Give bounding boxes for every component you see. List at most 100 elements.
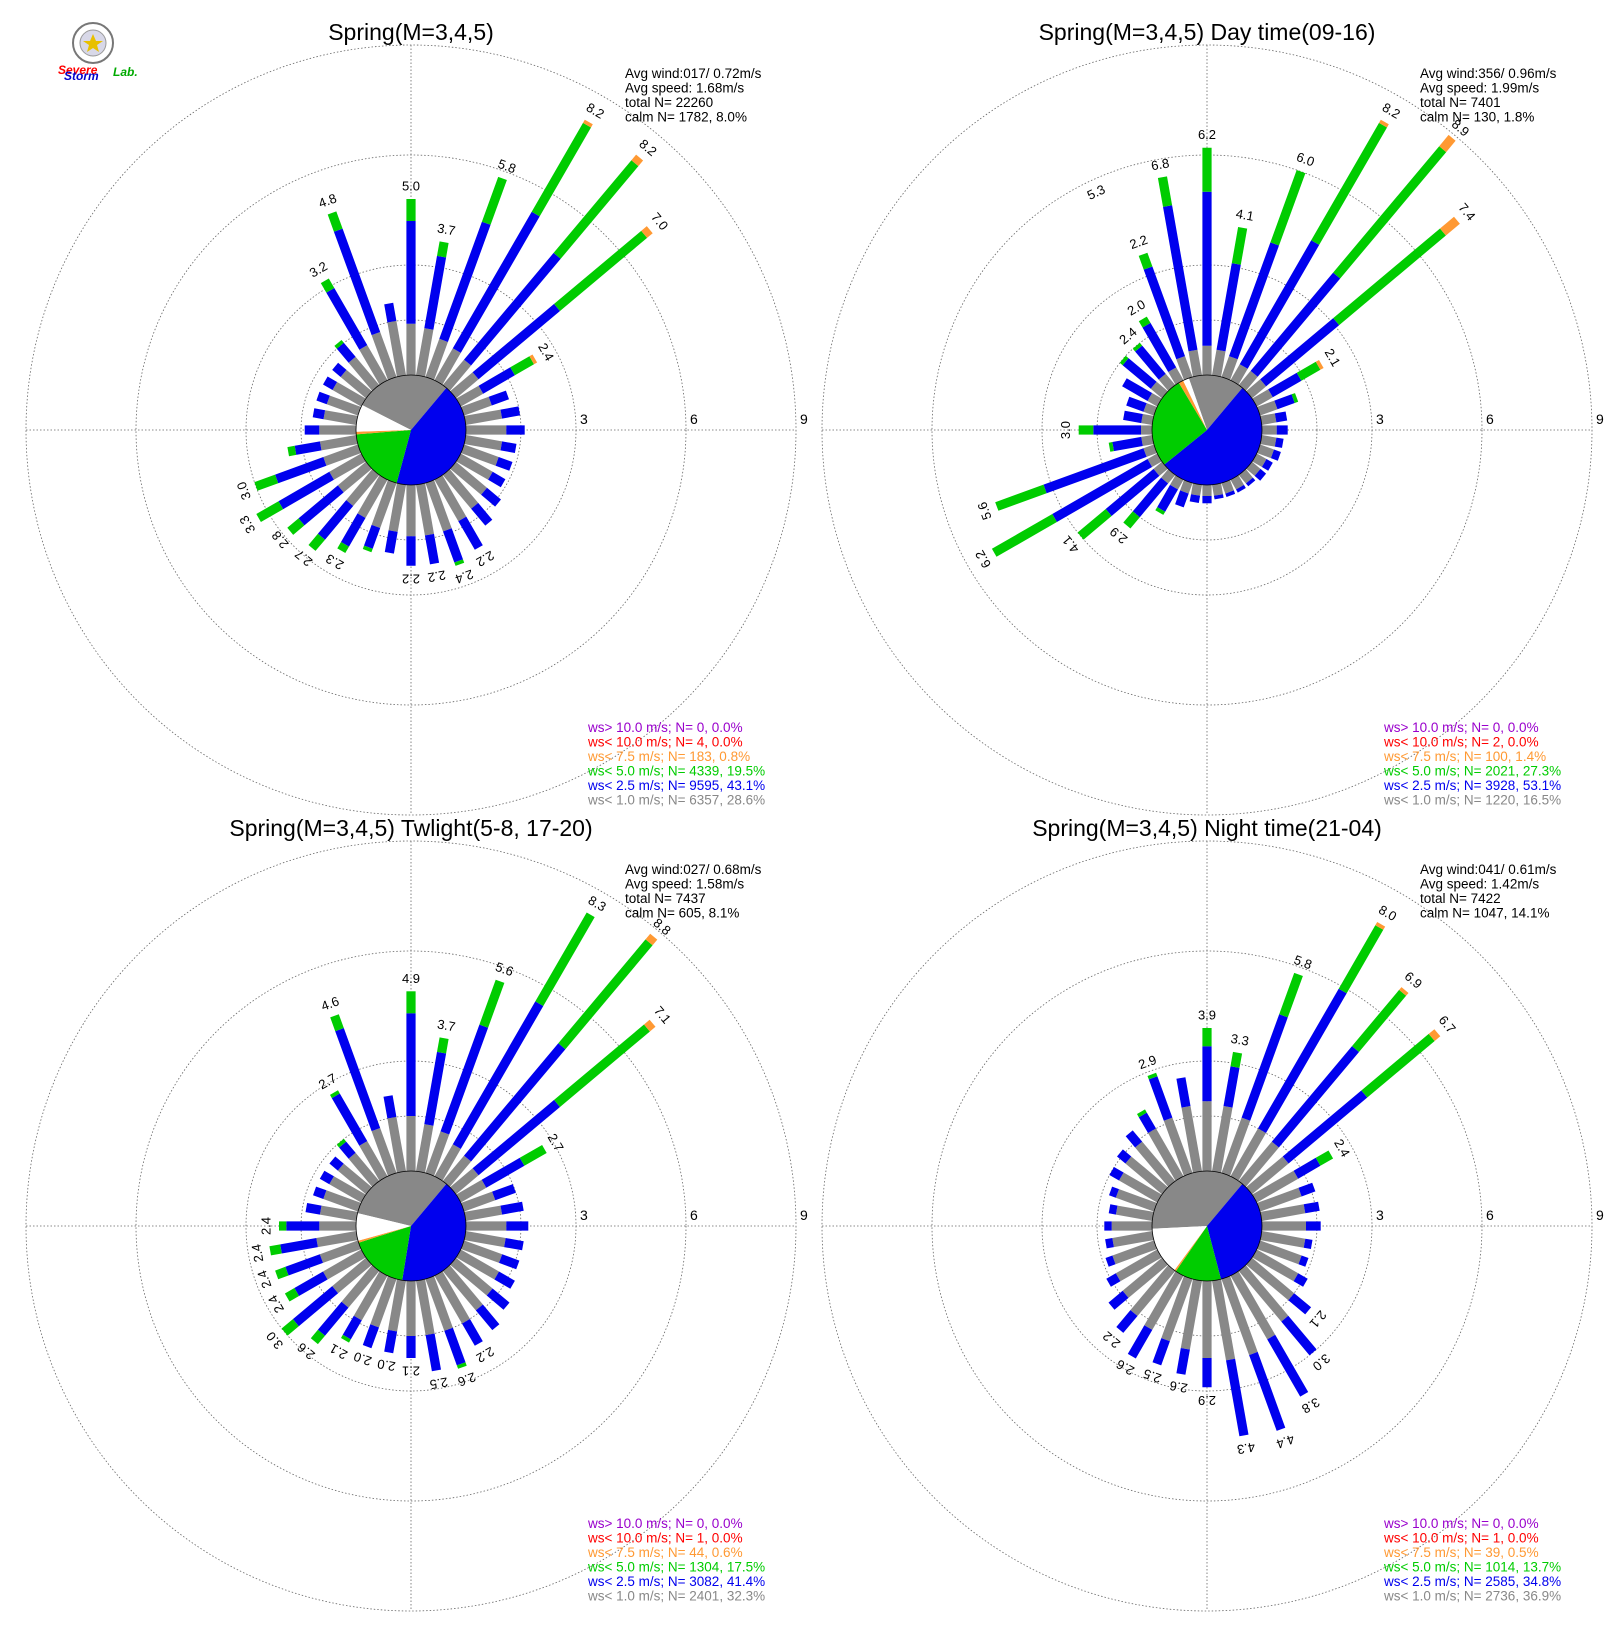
bar-label: 2.1 xyxy=(327,1341,350,1363)
bar-segment-lt2_5 xyxy=(332,362,347,377)
bar-segment-lt1 xyxy=(1230,364,1248,385)
bar-segment-lt5 xyxy=(1157,176,1173,207)
bar-segment-lt2_5 xyxy=(1293,1157,1321,1179)
bar-segment-lt1 xyxy=(1246,461,1261,476)
wind-rose-panel-2: Spring(M=3,4,5) Day time(09-16) 3 6 9 6.2 4.1… xyxy=(821,19,1604,816)
bar-label: 2.1 xyxy=(402,1364,420,1379)
bar-segment-lt5 xyxy=(1333,146,1447,279)
bar-segment-lt5 xyxy=(256,501,284,522)
bar-label: 2.4 xyxy=(1116,324,1139,347)
bar-dir-240: 6.2 xyxy=(972,453,1162,571)
bar-segment-lt1 xyxy=(1115,1249,1162,1282)
bar-label: 2.4 xyxy=(535,340,557,363)
bar-dir-290 xyxy=(313,1186,361,1212)
bar-dir-280 xyxy=(312,408,358,425)
bar-segment-lt5 xyxy=(554,230,648,311)
bar-segment-lt2_5 xyxy=(1093,425,1141,435)
legend-entry-lt1: ws< 1.0 m/s; N= 6357, 28.6% xyxy=(587,793,765,808)
chart-title: Spring(M=3,4,5) Night time(21-04) xyxy=(1032,815,1382,841)
pie-slice-lt1 xyxy=(1188,374,1243,430)
pie-slice-lt7_5 xyxy=(358,1226,411,1243)
bar-segment-lt2_5 xyxy=(1148,1076,1173,1121)
bar-segment-lt1 xyxy=(434,1144,461,1181)
bar-segment-lt1 xyxy=(1202,345,1212,375)
bar-dir-280 xyxy=(1123,410,1154,425)
bar-segment-lt1 xyxy=(1147,393,1162,407)
bar-segment-lt2_5 xyxy=(506,1221,529,1231)
bar-dir-340: 4.6 xyxy=(319,993,397,1176)
bar-segment-lt5 xyxy=(1119,355,1129,366)
bar-segment-lt5 xyxy=(1138,316,1151,328)
speed-legend: ws> 10.0 m/s; N= 0, 0.0%ws< 10.0 m/s; N=… xyxy=(587,720,765,808)
bar-segment-lt1 xyxy=(1144,1271,1184,1330)
bar-segment-lt2_5 xyxy=(486,1288,510,1310)
bar-segment-lt2_5 xyxy=(1260,318,1340,387)
bar-segment-lt2_5 xyxy=(1123,410,1143,424)
bar-segment-lt5 xyxy=(1132,342,1143,352)
bar-dir-180: 2.2 xyxy=(402,485,420,586)
bar-segment-lt5 xyxy=(406,991,416,1014)
bar-label: 2.6 xyxy=(456,1369,478,1389)
bar-segment-lt1 xyxy=(1112,1240,1157,1265)
bar-segment-lt2_5 xyxy=(1176,1348,1190,1375)
bar-segment-lt2_5 xyxy=(1125,1130,1143,1148)
bar-label: 2.5 xyxy=(429,1374,449,1392)
bar-label: 2.8 xyxy=(269,528,292,551)
bar-dir-210: 2.3 xyxy=(323,475,388,573)
stat-avg-wind: Avg wind:041/ 0.61m/s xyxy=(1420,862,1557,877)
bar-segment-lt5 xyxy=(1137,1109,1147,1118)
bar-segment-lt1 xyxy=(371,1128,397,1176)
bar-dir-120 xyxy=(456,453,506,488)
bar-dir-20: 5.8 xyxy=(1221,952,1314,1176)
bar-segment-lt2_5 xyxy=(1223,1066,1240,1108)
bar-segment-lt2_5 xyxy=(406,221,416,324)
bar-segment-lt5 xyxy=(1108,442,1114,452)
bar-dir-250: 2.4 xyxy=(254,1240,361,1290)
bar-segment-lt1 xyxy=(450,372,479,399)
bar-segment-lt2_5 xyxy=(1109,1167,1124,1181)
bar-segment-lt7_5 xyxy=(644,1019,656,1032)
bar-label: 2.1 xyxy=(1307,1308,1330,1331)
bar-dir-230 xyxy=(1108,1257,1168,1310)
bar-label: 6.2 xyxy=(1198,127,1216,142)
legend-entry-lt5: ws< 5.0 m/s; N= 4339, 19.5% xyxy=(587,764,765,779)
bar-segment-lt2_5 xyxy=(339,1141,356,1159)
bar-segment-lt5 xyxy=(308,533,325,551)
bar-label: 2.0 xyxy=(352,1349,374,1369)
bar-segment-lt2_5 xyxy=(1142,322,1177,372)
bar-dir-210: 2.1 xyxy=(327,1271,388,1363)
bar-segment-lt1 xyxy=(416,328,434,377)
bar-segment-lt5 xyxy=(1361,1033,1435,1098)
bar-segment-lt2_5 xyxy=(425,1333,441,1372)
bar-dir-180: 2.1 xyxy=(402,1281,420,1379)
bar-label: 2.4 xyxy=(265,1292,287,1315)
bar-dir-270 xyxy=(1104,1221,1152,1231)
ring-label: 9 xyxy=(800,1207,808,1223)
bar-segment-lt2_5 xyxy=(424,255,447,330)
bar-segment-lt1 xyxy=(1153,461,1168,476)
bar-segment-lt1 xyxy=(1212,483,1223,496)
bar-dir-340: 2.9 xyxy=(1136,1052,1193,1176)
bar-segment-lt2_5 xyxy=(1105,1255,1116,1267)
bar-segment-lt1 xyxy=(425,338,448,380)
frequency-pie xyxy=(355,374,467,486)
bar-segment-lt2_5 xyxy=(1298,1255,1309,1267)
bar-segment-lt2_5 xyxy=(1104,1221,1112,1231)
bar-dir-80 xyxy=(1260,411,1288,425)
bar-segment-lt2_5 xyxy=(298,485,344,526)
bar-dir-280 xyxy=(1108,1204,1154,1221)
bar-label: 2.4 xyxy=(248,1243,266,1263)
bar-segment-lt2_5 xyxy=(292,1286,339,1327)
bar-segment-lt2_5 xyxy=(1108,1290,1129,1310)
legend-entry-gt10: ws> 10.0 m/s; N= 0, 0.0% xyxy=(1383,720,1539,735)
bar-dir-170: 2.5 xyxy=(416,1279,449,1392)
pie-slice-lt2_5 xyxy=(1207,1183,1263,1280)
bar-label: 5.3 xyxy=(1085,182,1108,203)
bar-label: 5.6 xyxy=(974,500,994,522)
bar-segment-lt2_5 xyxy=(1105,1238,1114,1249)
bar-label: 2.4 xyxy=(258,1217,273,1235)
bar-segment-lt1 xyxy=(461,396,492,416)
bar-label: 2.3 xyxy=(323,551,346,573)
bar-segment-lt1 xyxy=(337,1163,372,1195)
bar-segment-lt7_5 xyxy=(583,119,593,128)
